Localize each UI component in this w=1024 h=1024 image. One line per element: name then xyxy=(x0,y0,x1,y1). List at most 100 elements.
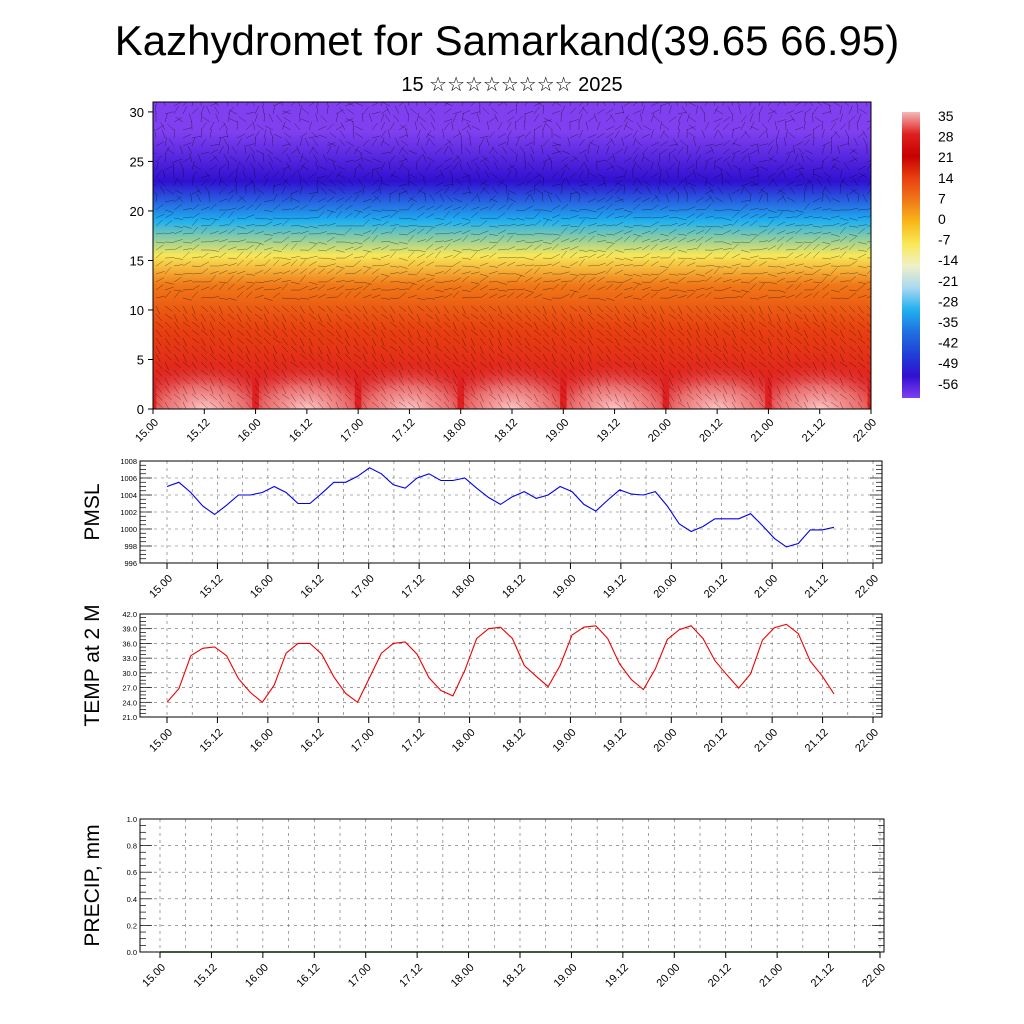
wind-barb xyxy=(434,313,440,322)
wind-barb xyxy=(290,190,300,195)
x-tick-label: 21.12 xyxy=(803,727,831,755)
wind-barb xyxy=(362,401,368,409)
wind-barb xyxy=(444,102,454,107)
minor-ticks xyxy=(140,613,882,718)
wind-barb xyxy=(254,401,263,408)
wind-barb xyxy=(281,283,289,291)
wind-barb xyxy=(641,385,650,392)
wind-barb xyxy=(200,224,211,227)
wind-barb xyxy=(488,116,497,123)
wind-barb xyxy=(695,257,706,259)
wind-barb xyxy=(245,223,255,227)
x-tick-label: 20.00 xyxy=(651,573,679,601)
wind-barb xyxy=(758,159,768,163)
wind-barb xyxy=(434,377,443,384)
wind-barb xyxy=(677,377,686,384)
wind-barb xyxy=(254,225,265,227)
wind-barb xyxy=(704,203,712,211)
wind-barb xyxy=(164,209,174,213)
wind-barb xyxy=(776,236,785,243)
wind-barb xyxy=(407,251,415,259)
wind-barb xyxy=(353,157,363,163)
wind-barb xyxy=(704,227,712,235)
wind-barb xyxy=(182,157,191,163)
wind-barb xyxy=(218,353,226,361)
wind-barb xyxy=(659,105,662,115)
wind-barb xyxy=(254,361,262,369)
wind-barb xyxy=(567,137,571,147)
wind-barb xyxy=(830,215,840,219)
wind-barb xyxy=(543,117,553,123)
wind-barb xyxy=(587,385,593,395)
wind-barb xyxy=(740,199,750,203)
wind-barb xyxy=(659,148,668,155)
wind-barb xyxy=(398,361,404,371)
wind-barb xyxy=(848,105,853,115)
y-tick-label: 0.4 xyxy=(127,895,137,904)
wind-barb xyxy=(749,401,755,409)
wind-barb xyxy=(552,142,562,147)
wind-barb xyxy=(407,377,414,386)
wind-barb xyxy=(344,361,352,369)
wind-barb xyxy=(164,153,167,163)
wind-barb xyxy=(749,193,752,203)
wind-barb xyxy=(515,274,522,283)
wind-barb xyxy=(605,155,613,163)
wind-barb xyxy=(812,283,820,291)
wind-barb xyxy=(533,337,542,344)
wind-barb xyxy=(739,169,742,179)
wind-barb xyxy=(586,102,589,107)
wind-barb xyxy=(263,129,267,139)
wind-barb xyxy=(272,171,280,179)
wind-barb xyxy=(254,305,263,312)
wind-barb xyxy=(812,106,819,115)
wind-barb xyxy=(177,178,184,187)
wind-barb xyxy=(578,113,583,123)
wind-barb xyxy=(245,230,255,235)
wind-barb xyxy=(569,345,576,354)
wind-barb xyxy=(164,393,172,401)
wind-barb xyxy=(776,377,785,384)
wind-barb xyxy=(668,369,674,379)
wind-barb xyxy=(371,188,380,195)
wind-barb xyxy=(614,198,624,203)
wind-barb xyxy=(632,345,639,354)
wind-barb xyxy=(866,232,871,235)
wind-barb xyxy=(335,113,339,123)
wind-barb xyxy=(749,183,759,187)
wind-barb xyxy=(398,305,407,312)
wind-barb xyxy=(313,154,319,163)
wind-barb xyxy=(204,186,211,195)
wind-barb xyxy=(803,377,812,384)
wind-barb xyxy=(218,313,225,322)
wind-barb xyxy=(326,222,336,227)
wind-barb xyxy=(533,393,539,403)
wind-barb xyxy=(254,203,262,211)
wind-barb xyxy=(542,329,549,338)
wind-barb xyxy=(641,260,650,267)
wind-barb xyxy=(434,289,444,292)
wind-barb xyxy=(605,108,614,115)
wind-barb xyxy=(681,106,688,115)
wind-barb xyxy=(785,209,795,213)
wind-barb xyxy=(236,313,242,323)
wind-barb xyxy=(718,130,724,139)
wind-barb xyxy=(461,393,470,400)
x-tick-label: 15.00 xyxy=(140,962,168,990)
wind-barb xyxy=(524,393,533,400)
wind-barb xyxy=(200,138,207,147)
wind-barb xyxy=(765,129,769,139)
wind-barb xyxy=(857,241,867,245)
wind-barb xyxy=(659,141,668,147)
wind-barb xyxy=(866,288,871,291)
wind-barb xyxy=(308,255,318,259)
wind-barb xyxy=(245,111,255,115)
wind-barb xyxy=(839,272,849,275)
wind-barb xyxy=(569,119,579,123)
wind-barb xyxy=(713,209,724,211)
wind-barb xyxy=(841,180,850,187)
wind-barb xyxy=(482,187,490,195)
wind-barb xyxy=(524,257,534,261)
wind-barb xyxy=(439,169,445,179)
wind-barb xyxy=(704,236,713,243)
